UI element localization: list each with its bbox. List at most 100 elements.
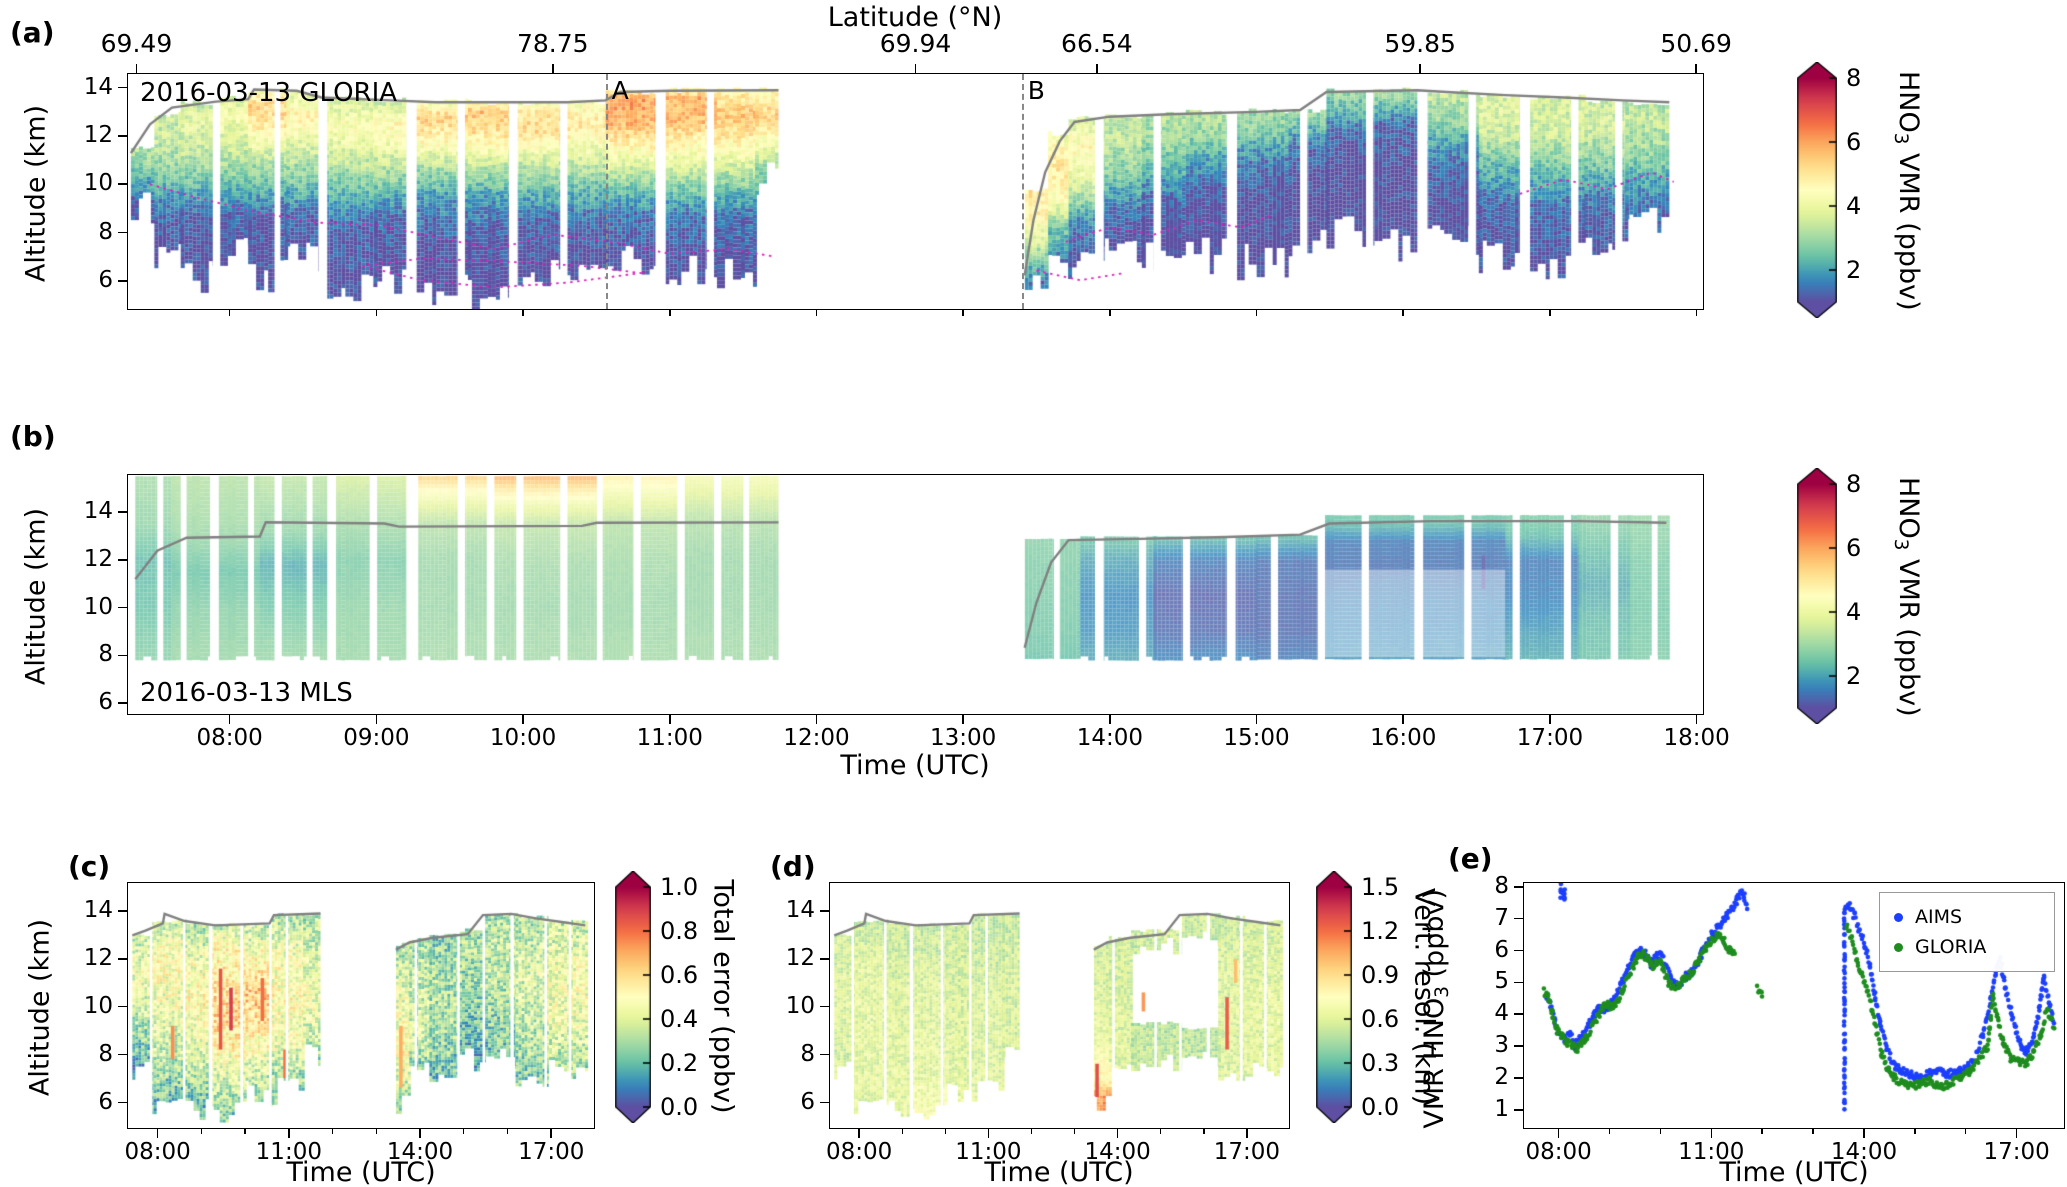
colorbar-tick-label: 8 (1846, 470, 1862, 498)
colorbar-tick-label: 1.5 (1361, 873, 1400, 901)
panel-e-letter: (e) (1448, 842, 1493, 875)
x-tick (1695, 715, 1698, 724)
y-tick (118, 511, 127, 513)
colorbar-tick-label: 0.6 (660, 961, 699, 989)
x-minor-tick (1965, 1129, 1967, 1134)
colorbar-tick-label: 0.8 (660, 917, 699, 945)
x-tick (668, 715, 671, 724)
x-minor-tick (1160, 1129, 1162, 1134)
colorbar-tick-label: 0.6 (1361, 1005, 1400, 1033)
y-tick-label: 14 (83, 73, 113, 100)
x-tick-label: 14:00 (1076, 725, 1143, 751)
x-tick (1549, 310, 1551, 316)
y-tick (118, 559, 127, 561)
y-tick-label: 14 (83, 896, 113, 923)
x-tick (962, 310, 964, 316)
plot-b-mls: 2016-03-13 MLS (127, 474, 1704, 715)
x-tick (522, 310, 524, 316)
x-tick (1109, 310, 1111, 316)
colorbar-b-label-part: VMR (ppbv) (1892, 550, 1924, 717)
colorbar-tick-label: 1.2 (1361, 917, 1400, 945)
x-minor-tick (1030, 1129, 1033, 1134)
y-tick-label: 5 (1494, 968, 1509, 995)
x-tick-label: 17:00 (1983, 1139, 2050, 1165)
y-tick (1514, 1045, 1523, 1047)
colorbar-tick-label: 0.0 (660, 1093, 699, 1121)
plot-d-canvas (830, 883, 1289, 1128)
latitude-tick-label: 69.94 (879, 29, 952, 58)
x-tick-label: 11:00 (255, 1139, 322, 1165)
x-tick (1549, 715, 1551, 724)
y-tick (820, 1101, 829, 1104)
plot-a-title: 2016-03-13 GLORIA (140, 78, 398, 108)
colorbar-b (1797, 468, 1837, 724)
colorbar-tick-label: 1.0 (660, 873, 699, 901)
x-tick-label: 11:00 (1678, 1139, 1745, 1165)
legend-label-aims: AIMS (1915, 906, 1963, 928)
x-minor-tick (1659, 1129, 1662, 1134)
plot-a-canvas (128, 74, 1703, 309)
x-tick-label: 17:00 (518, 1139, 585, 1165)
x-tick-label: 14:00 (1830, 1139, 1898, 1165)
y-tick-label: 14 (785, 896, 815, 923)
x-minor-tick (1073, 1129, 1076, 1134)
plot-b-title: 2016-03-13 MLS (140, 678, 353, 708)
y-tick-label: 3 (1494, 1032, 1509, 1059)
x-tick-label: 10:00 (489, 725, 557, 751)
x-tick (1402, 715, 1405, 724)
latitude-tick (1419, 64, 1421, 73)
x-tick-label: 08:00 (1525, 1139, 1592, 1165)
y-tick (118, 909, 127, 912)
y-tick (118, 231, 127, 234)
y-tick-label: 6 (98, 1088, 113, 1115)
colorbar-tick-label: 8 (1846, 64, 1862, 92)
x-tick (1557, 1129, 1560, 1138)
colorbar-c (615, 871, 651, 1123)
x-tick-label: 08:00 (826, 1139, 893, 1165)
x-minor-tick (1914, 1129, 1916, 1134)
x-minor-tick (331, 1129, 334, 1134)
x-tick (156, 1129, 159, 1138)
x-tick (1255, 715, 1258, 724)
y-tick-label: 8 (1494, 872, 1509, 899)
panel-a-letter: (a) (10, 16, 55, 49)
colorbar-tick-label: 0.2 (660, 1049, 699, 1077)
x-tick (228, 310, 231, 316)
colorbar-tick-label: 0.3 (1361, 1049, 1400, 1077)
colorbar-tick-label: 2 (1846, 662, 1862, 690)
x-minor-tick (506, 1129, 509, 1134)
x-tick-label: 13:00 (930, 725, 997, 751)
y-tick (1514, 949, 1523, 952)
colorbar-tick-label: 0.9 (1361, 961, 1400, 989)
panel-d-letter: (d) (770, 850, 816, 883)
y-tick-label: 10 (83, 593, 113, 620)
y-tick-label: 10 (785, 992, 815, 1019)
y-tick-label: 6 (98, 689, 113, 716)
y-tick (820, 957, 829, 960)
panel-c-letter: (c) (68, 850, 111, 883)
x-tick (550, 1129, 553, 1138)
x-tick (1246, 1129, 1248, 1138)
y-tick (118, 1101, 127, 1104)
plot-c-total-error (127, 882, 595, 1129)
plot-d-vert-resol (829, 882, 1290, 1129)
y-tick (118, 135, 127, 137)
latitude-tick (551, 64, 554, 73)
y-tick (1514, 1109, 1523, 1111)
x-tick-label: 14:00 (1084, 1139, 1151, 1165)
annotation-B: B (1027, 76, 1045, 105)
y-tick (118, 1053, 127, 1056)
latitude-tick-label: 50.69 (1660, 29, 1732, 58)
x-tick (1255, 310, 1258, 316)
colorbar-a (1797, 62, 1837, 318)
x-tick-label: 15:00 (1223, 725, 1290, 751)
colorbar-tick-label: 4 (1846, 598, 1862, 626)
x-tick (858, 1129, 860, 1138)
latitude-tick-label: 66.54 (1061, 29, 1133, 58)
x-tick-label: 17:00 (1516, 725, 1584, 751)
y-tick-label: 8 (98, 218, 113, 245)
colorbar-tick-label: 0.4 (660, 1005, 699, 1033)
x-tick-label: 18:00 (1663, 725, 1730, 751)
x-minor-tick (1812, 1129, 1814, 1134)
